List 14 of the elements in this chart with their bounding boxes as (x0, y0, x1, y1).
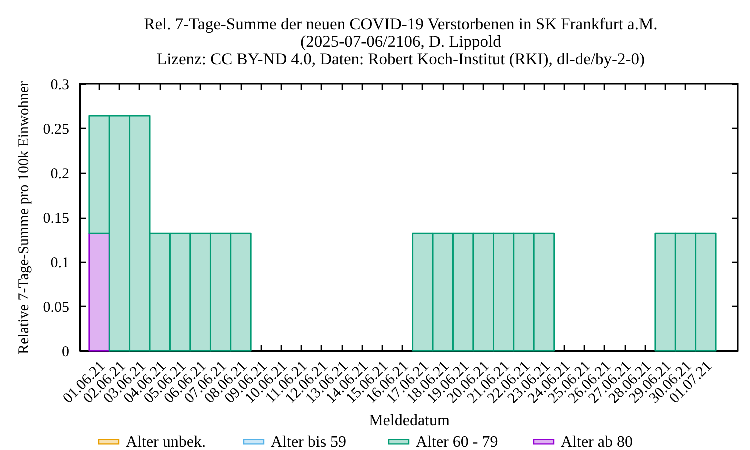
legend-label: Alter 60 - 79 (416, 434, 498, 450)
legend-label: Alter bis 59 (271, 434, 347, 450)
y-tick-label: 0.3 (50, 78, 70, 94)
legend-label: Alter ab 80 (561, 434, 633, 450)
legend-label: Alter unbek. (126, 434, 206, 450)
y-tick-label: 0.15 (43, 211, 70, 227)
x-axis-title: Meldedatum (369, 412, 450, 430)
y-tick-label: 0 (62, 344, 70, 360)
y-tick-label: 0.2 (50, 166, 70, 182)
y-tick-label: 0.05 (43, 300, 70, 316)
y-tick-label: 0.1 (50, 256, 70, 272)
y-axis-title: Relative 7-Tage-Summe pro 100k Einwohner (16, 81, 32, 355)
y-tick-label: 0.25 (43, 122, 70, 138)
chart-title: Rel. 7-Tage-Summe der neuen COVID-19 Verstorbenen in SK Frankfurt a.M. (2025-07-06/2106, D. Lippold Lizenz: CC BY-ND 4.0, Daten: Robert Koch-Institut (RKI), dl-de/by-2-0) (144, 14, 658, 68)
